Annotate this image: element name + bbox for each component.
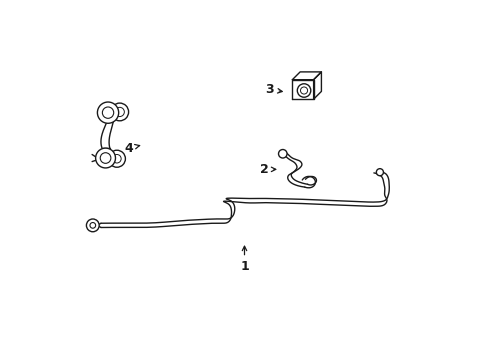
Circle shape	[297, 84, 310, 97]
Circle shape	[96, 148, 115, 168]
Circle shape	[278, 149, 286, 158]
Text: 3: 3	[264, 83, 282, 96]
Circle shape	[97, 102, 119, 123]
Text: 4: 4	[124, 141, 140, 154]
Circle shape	[111, 103, 128, 121]
Text: 1: 1	[240, 246, 248, 273]
Circle shape	[376, 168, 383, 176]
Circle shape	[108, 150, 125, 167]
Text: 2: 2	[259, 163, 275, 176]
Circle shape	[86, 219, 99, 232]
